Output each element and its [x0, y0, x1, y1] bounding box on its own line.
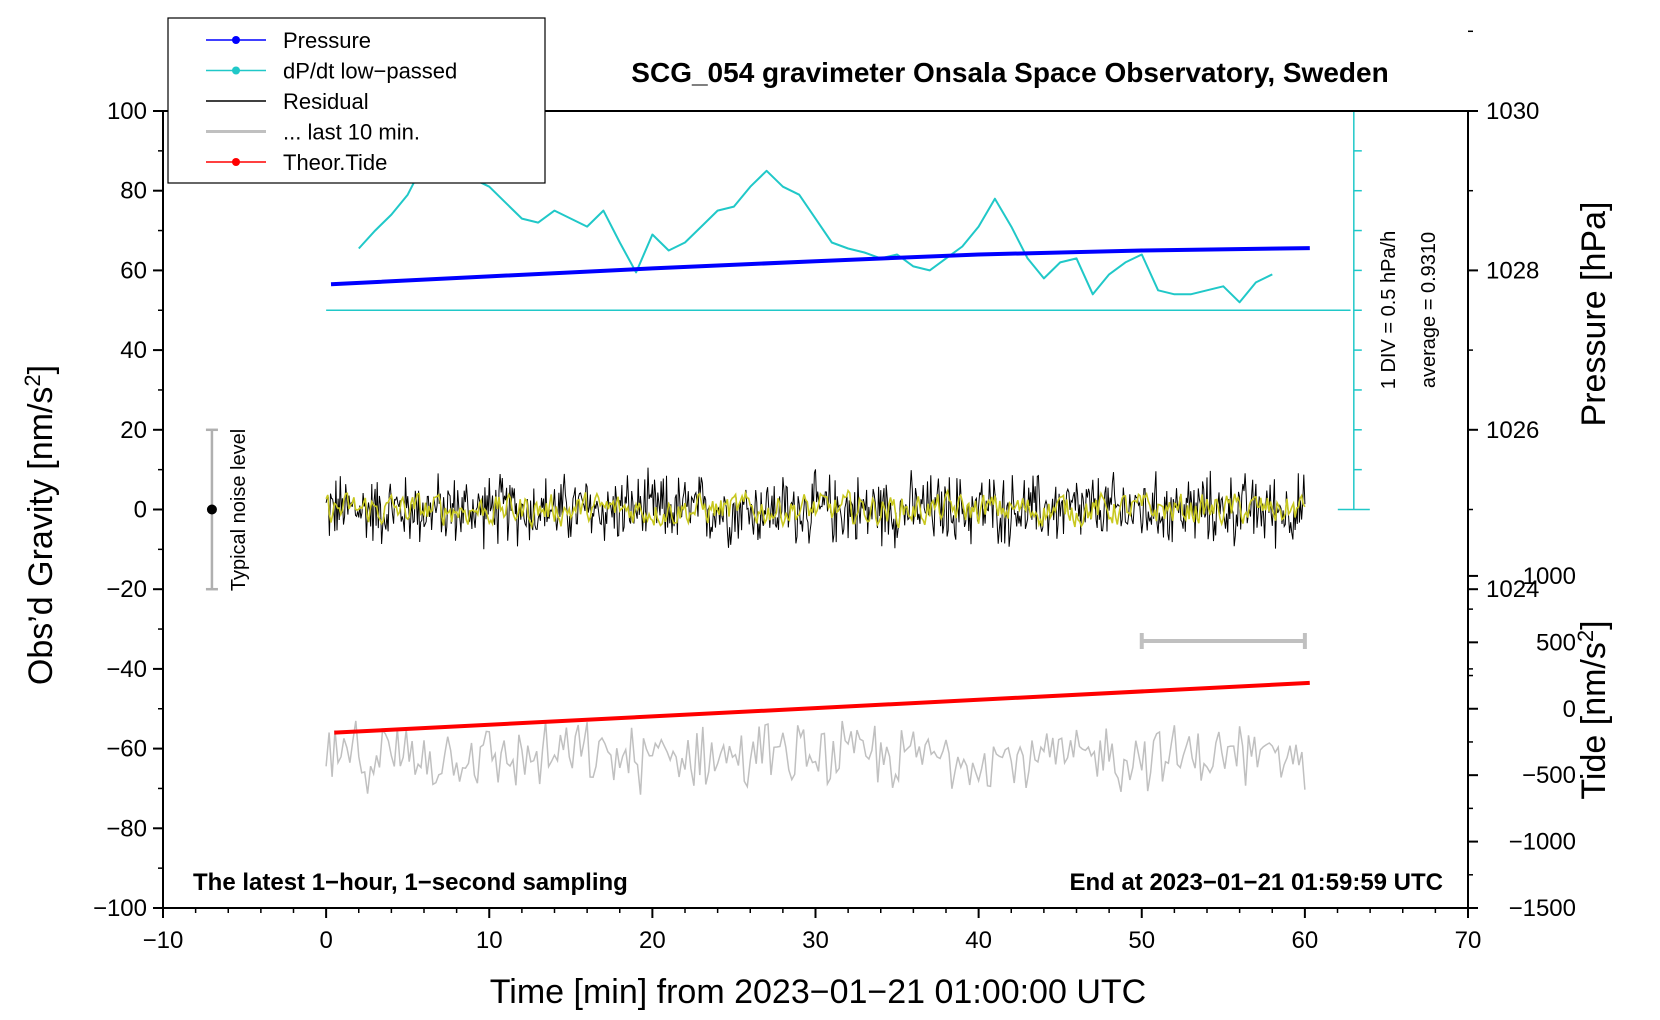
x-tick-label: 60 [1292, 927, 1319, 954]
end-time-note: End at 2023−01−21 01:59:59 UTC [1069, 869, 1443, 896]
x-tick-label: 30 [802, 927, 829, 954]
tide-axis-title: Tide [nm/s2] [1573, 620, 1614, 799]
tide-tick-label: 1000 [1523, 563, 1576, 590]
noise-level-label: Typical noise level [228, 429, 250, 591]
noise-level-center-dot [206, 504, 217, 515]
tide-tick-label: −500 [1522, 762, 1576, 789]
legend-label: Residual [283, 89, 369, 114]
x-tick-label: 10 [476, 927, 503, 954]
tide-tick-label: −1000 [1509, 829, 1576, 856]
y-tick-label: 40 [120, 337, 147, 364]
legend-label: Theor.Tide [283, 150, 387, 175]
pressure-axis-title: Pressure [hPa] [1575, 202, 1613, 427]
y-tick-label: 80 [120, 178, 147, 205]
x-tick-label: 0 [319, 927, 332, 954]
residual-smoothed-line [325, 488, 1306, 530]
legend-label: dP/dt low−passed [283, 59, 457, 84]
y-tick-label: −100 [93, 895, 147, 922]
dpdt-average-label: average = 0.9310 [1418, 232, 1440, 388]
pressure-line [330, 246, 1310, 287]
y-tick-label: −40 [106, 656, 147, 683]
theoretical-tide-line [334, 680, 1310, 735]
frame-layer: −10 0 10 20 30 40 50 60 70−100−80−60−40−20020406… [93, 30, 1576, 954]
legend-marker [232, 66, 240, 75]
y-tick-label: 100 [107, 98, 147, 125]
pressure-tick-label: 1026 [1486, 417, 1539, 444]
x-tick-label: 20 [639, 927, 666, 954]
chart-title: SCG_054 gravimeter Onsala Space Observat… [631, 57, 1388, 88]
dpdt-line [358, 118, 1273, 304]
x-tick-label: 50 [1128, 927, 1155, 954]
series-layer [205, 110, 1370, 795]
legend: Pressure dP/dt low−passed Residual ... last… [167, 17, 546, 184]
legend-marker [232, 36, 240, 44]
legend-label: Pressure [283, 28, 371, 53]
sampling-note: The latest 1−hour, 1−second sampling [193, 869, 628, 896]
dpdt-scale-div-label: 1 DIV = 0.5 hPa/h [1378, 231, 1400, 389]
tide-tick-label: 500 [1536, 629, 1576, 656]
y-axis-title-left: Obs’d Gravity [nm/s2] [20, 365, 61, 685]
pressure-tick-label: 1030 [1486, 98, 1539, 125]
y-tick-label: 0 [134, 497, 147, 524]
pressure-tick-label: 1028 [1486, 257, 1539, 284]
y-tick-label: −80 [106, 815, 147, 842]
pressure-tick-label: 1024 [1486, 576, 1539, 603]
tide-tick-label: 0 [1563, 696, 1576, 723]
x-tick-label: 70 [1455, 927, 1482, 954]
x-tick-label: −10 [143, 927, 184, 954]
y-tick-label: −20 [106, 576, 147, 603]
residual-line [325, 467, 1306, 550]
x-tick-label: 40 [965, 927, 992, 954]
y-tick-label: 60 [120, 257, 147, 284]
legend-marker [232, 158, 240, 166]
y-tick-label: −60 [106, 736, 147, 763]
y-tick-label: 20 [120, 417, 147, 444]
tide-tick-label: −1500 [1509, 895, 1576, 922]
legend-label: ... last 10 min. [283, 120, 420, 145]
x-axis-title: Time [min] from 2023−01−21 01:00:00 UTC [490, 973, 1146, 1011]
last-10-min-line [325, 720, 1306, 795]
text-layer: SCG_054 gravimeter Onsala Space Observat… [20, 57, 1614, 1011]
